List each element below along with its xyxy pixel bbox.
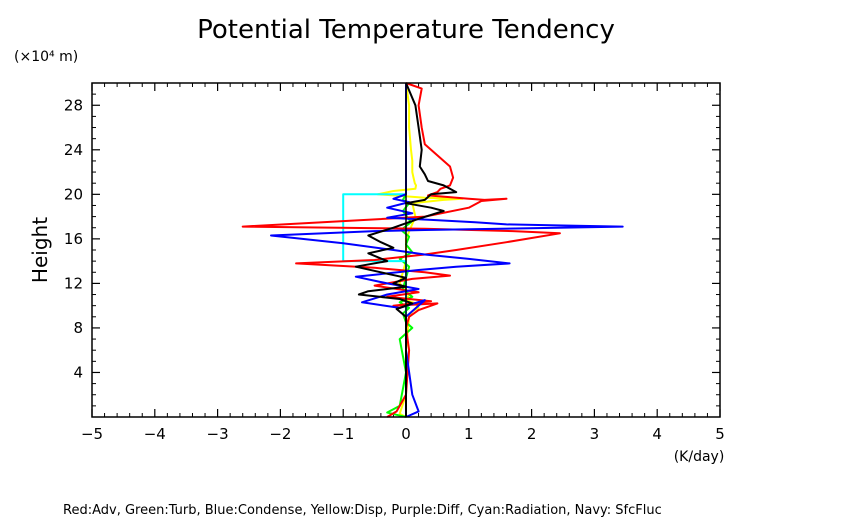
y-tick-label: 28 [64, 96, 83, 114]
x-tick-label: 4 [652, 425, 662, 443]
x-tick-label: 1 [464, 425, 474, 443]
x-tick-label: −4 [144, 425, 166, 443]
y-axis-label: Height [28, 217, 52, 283]
series-layer [241, 82, 624, 418]
series-black-line [354, 82, 458, 417]
series-blue-condense-line [270, 83, 624, 418]
x-tick-label: −3 [207, 425, 229, 443]
plot-frame [91, 82, 721, 418]
y-tick-label: 8 [73, 319, 83, 337]
y-tick-label: 4 [73, 363, 83, 381]
y-axis-unit: (×10⁴ m) [14, 49, 78, 65]
series-red-adv-line [241, 82, 561, 418]
x-tick-label: −1 [332, 425, 354, 443]
x-tick-label: 0 [401, 425, 411, 443]
y-tick-label: 24 [64, 141, 83, 159]
y-tick-label: 12 [64, 274, 83, 292]
y-tick-label: 20 [64, 185, 83, 203]
x-tick-label: −2 [269, 425, 291, 443]
chart-title: Potential Temperature Tendency [197, 15, 615, 45]
x-tick-label: −5 [81, 425, 103, 443]
x-axis-unit: (K/day) [674, 449, 725, 465]
legend-text: Red:Adv, Green:Turb, Blue:Condense, Yell… [63, 503, 662, 518]
x-tick-label: 3 [590, 425, 600, 443]
x-tick-label: 5 [715, 425, 725, 443]
y-tick-label: 16 [64, 230, 83, 248]
x-tick-label: 2 [527, 425, 537, 443]
